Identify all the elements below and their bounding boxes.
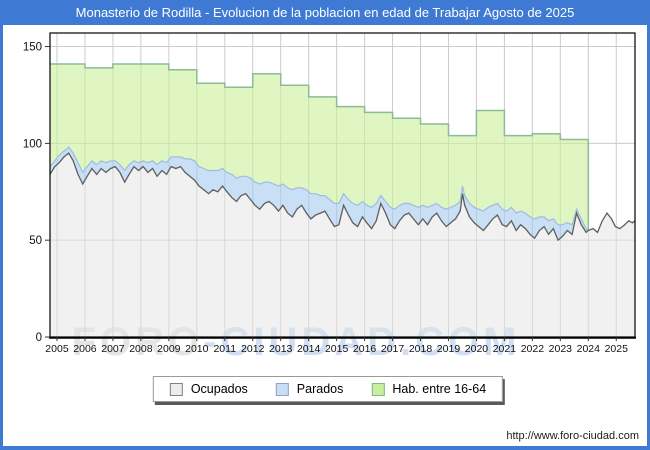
svg-text:2014: 2014 [297, 343, 321, 355]
svg-text:0: 0 [36, 332, 42, 344]
y-axis: 0 50 100 150 [23, 42, 50, 344]
ocupados-swatch-icon [169, 382, 183, 396]
svg-text:2013: 2013 [269, 343, 293, 355]
svg-text:2019: 2019 [437, 343, 461, 355]
svg-text:100: 100 [23, 138, 42, 150]
svg-text:150: 150 [23, 42, 42, 54]
svg-text:2007: 2007 [101, 343, 125, 355]
legend-item-parados: Parados [275, 382, 344, 396]
svg-text:2015: 2015 [325, 343, 349, 355]
svg-text:2022: 2022 [521, 343, 545, 355]
legend-item-ocupados: Ocupados [169, 382, 248, 396]
legend-item-hab: Hab. entre 16-64 [371, 382, 486, 396]
svg-text:2010: 2010 [185, 343, 209, 355]
series-ocupados [49, 152, 636, 337]
svg-text:2023: 2023 [549, 343, 573, 355]
legend-label-ocupados: Ocupados [190, 382, 248, 396]
series-hab-entre-16-64 [50, 63, 590, 231]
chart-region: FORO-CIUDAD.COM 2005 2006 2007 2008 2009 2010… [3, 25, 647, 446]
legend-label-parados: Parados [296, 382, 344, 396]
svg-text:50: 50 [29, 235, 42, 247]
svg-text:2020: 2020 [465, 343, 489, 355]
title-bar: Monasterio de Rodilla - Evolucion de la … [3, 0, 647, 25]
svg-text:2005: 2005 [45, 343, 69, 355]
chart-canvas: 2005 2006 2007 2008 2009 2010 2011 2012 2013 2014… [23, 32, 636, 355]
svg-text:2012: 2012 [241, 343, 265, 355]
chart-legend: Ocupados Parados Hab. entre 16-64 [152, 376, 504, 402]
svg-text:2011: 2011 [213, 343, 236, 355]
plot-border [49, 32, 636, 339]
series-parados [49, 146, 589, 241]
parados-swatch-icon [275, 382, 289, 396]
svg-text:2025: 2025 [605, 343, 629, 355]
svg-text:2018: 2018 [409, 343, 433, 355]
x-axis: 2005 2006 2007 2008 2009 2010 2011 2012 2013 2014… [45, 337, 628, 355]
svg-text:2006: 2006 [73, 343, 97, 355]
hab-swatch-icon [371, 382, 385, 396]
legend-label-hab: Hab. entre 16-64 [392, 382, 487, 396]
svg-text:2021: 2021 [493, 343, 517, 355]
svg-text:2016: 2016 [353, 343, 377, 355]
svg-text:2017: 2017 [381, 343, 405, 355]
svg-text:2008: 2008 [129, 343, 153, 355]
svg-text:2009: 2009 [157, 343, 181, 355]
footer-url: http://www.foro-ciudad.com [506, 430, 639, 442]
page-title: Monasterio de Rodilla - Evolucion de la … [75, 5, 575, 20]
svg-text:2024: 2024 [577, 343, 601, 355]
